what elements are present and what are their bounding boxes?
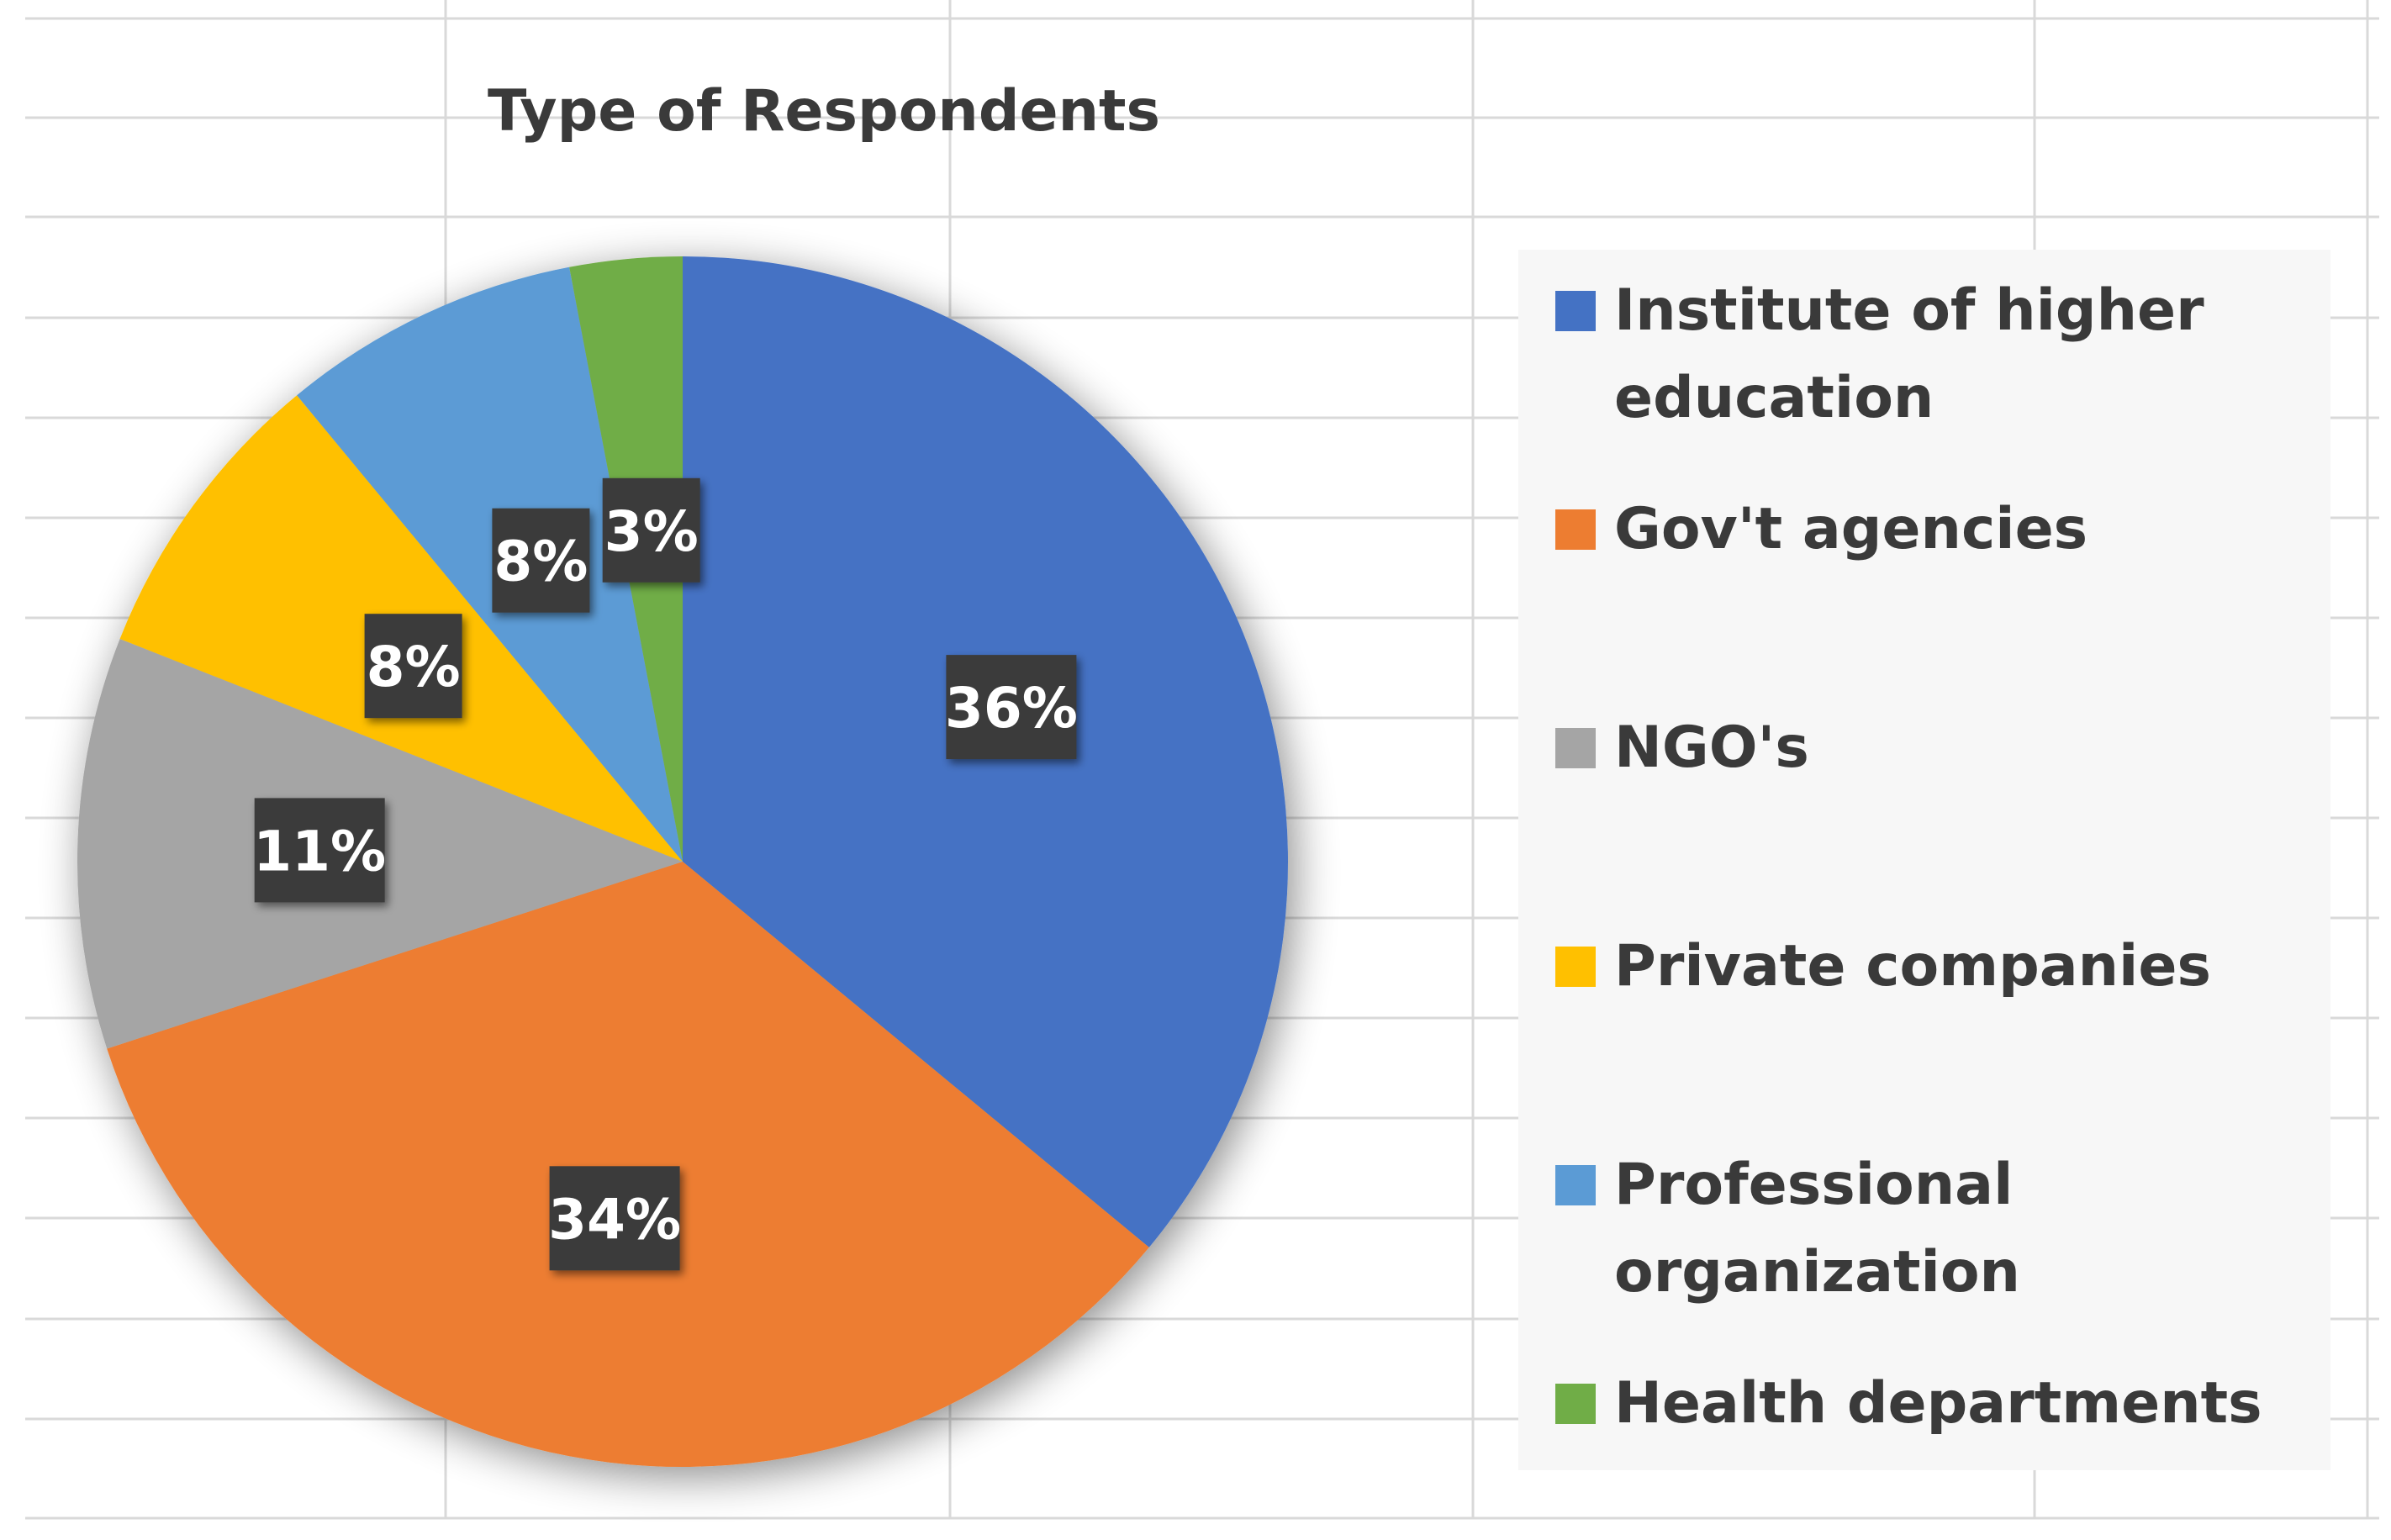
pie-slice-professional-organization xyxy=(297,266,683,862)
pie-slice-gov-t-agencies xyxy=(107,862,1149,1468)
data-label-value: 8% xyxy=(367,635,461,699)
data-label-health-departments: 3% xyxy=(602,477,700,583)
data-label-gov-t-agencies: 34% xyxy=(548,1166,681,1271)
legend-swatch xyxy=(1555,1165,1596,1205)
data-label-box xyxy=(254,798,385,903)
legend-label: NGO's xyxy=(1614,715,1809,781)
legend-label: education xyxy=(1614,365,1934,431)
data-label-box xyxy=(946,655,1077,760)
data-label-private-companies: 8% xyxy=(364,614,462,719)
data-label-value: 11% xyxy=(253,819,386,883)
legend-label: Private companies xyxy=(1614,933,2211,999)
legend-box xyxy=(1518,250,2330,1470)
data-label-value: 3% xyxy=(604,499,699,564)
legend-item-gov-t-agencies: Gov't agencies xyxy=(1555,496,2088,562)
data-label-ngo-s: 11% xyxy=(253,798,386,903)
legend-item-private-companies: Private companies xyxy=(1555,933,2211,999)
data-label-box xyxy=(602,477,700,583)
data-label-box xyxy=(549,1166,680,1271)
legend-label: Professional xyxy=(1614,1152,2013,1218)
legend-swatch xyxy=(1555,947,1596,987)
data-label-box xyxy=(492,508,590,613)
legend: Institute of higher education Gov't agenci… xyxy=(1555,277,2262,1437)
legend-item-ngo-s: NGO's xyxy=(1555,715,1809,781)
legend-swatch xyxy=(1555,291,1596,331)
data-labels: 36%34%11%8%8% 3% xyxy=(253,477,1078,1271)
data-label-institute-of-higher-education: 36% xyxy=(945,655,1078,760)
data-label-value: 36% xyxy=(945,676,1078,741)
legend-label: Institute of higher xyxy=(1614,277,2204,344)
data-label-professional-organization: 8% xyxy=(492,508,590,613)
chart-title: Type of Respondents xyxy=(488,78,1160,145)
data-label-value: 8% xyxy=(494,530,588,594)
data-label-box xyxy=(364,614,462,719)
legend-label: Gov't agencies xyxy=(1614,496,2088,562)
data-label-value: 34% xyxy=(548,1187,681,1252)
legend-swatch xyxy=(1555,509,1596,550)
legend-item-health-departments: Health departments xyxy=(1555,1370,2262,1437)
legend-item-institute-of-higher-education: Institute of higher education xyxy=(1555,277,2204,431)
legend-swatch xyxy=(1555,1384,1596,1424)
legend-swatch xyxy=(1555,728,1596,768)
legend-item-professional-organization: Professional organization xyxy=(1555,1152,2020,1305)
legend-label: organization xyxy=(1614,1239,2020,1305)
legend-label: Health departments xyxy=(1614,1370,2262,1437)
